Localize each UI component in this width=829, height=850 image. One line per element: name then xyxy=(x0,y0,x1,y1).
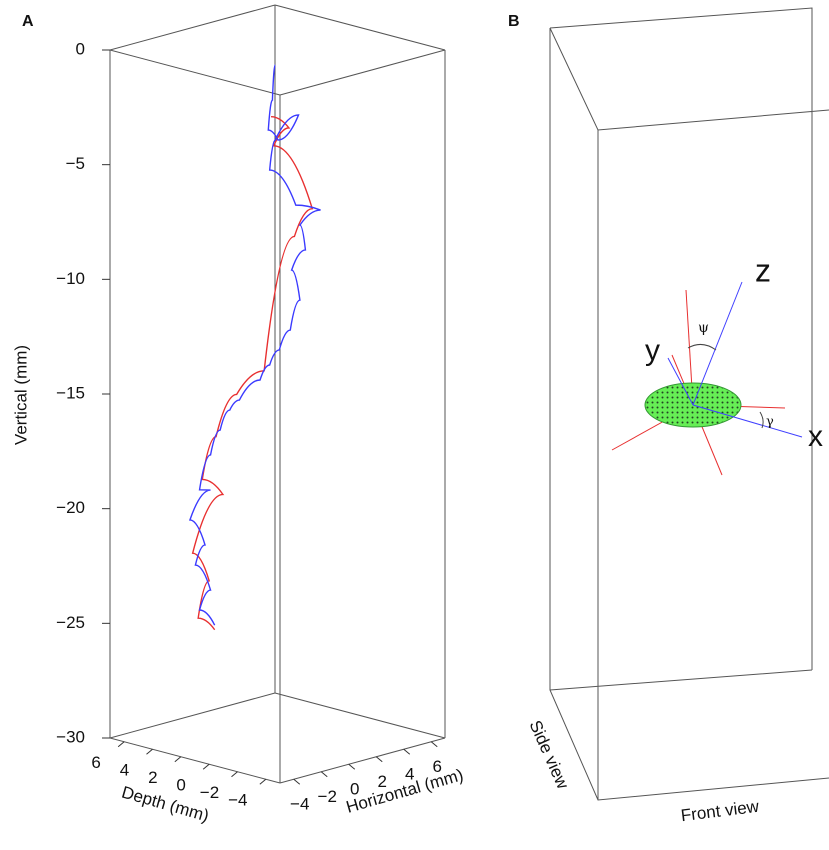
x-tick xyxy=(375,756,383,763)
psi-label: ψ xyxy=(698,320,709,336)
box-edge xyxy=(109,4,276,51)
panel-label: A xyxy=(22,13,34,30)
axis-line xyxy=(692,281,743,406)
z-tick-label: −30 xyxy=(56,727,85,746)
y-tick xyxy=(174,756,182,763)
z-tick-label: −15 xyxy=(56,383,85,402)
panel-b: B z y x ψ γ Side view Front view xyxy=(508,7,829,826)
x-tick-label: 0 xyxy=(350,780,359,799)
y-tick xyxy=(117,741,125,748)
box-edges xyxy=(549,7,829,801)
x-tick xyxy=(430,741,438,748)
box-edge xyxy=(274,692,446,739)
panel-a: 0−5−10−15−20−25−306 4 2 0 −2 −4 −4 −2 0 2 4 6 xyxy=(56,4,446,814)
x-tick xyxy=(293,778,301,785)
x-tick-label: 6 xyxy=(433,757,442,776)
y-label: y xyxy=(645,334,660,367)
box-edge xyxy=(109,49,281,96)
y-tick xyxy=(259,778,267,785)
z-tick-label: 0 xyxy=(76,39,85,58)
box-edge xyxy=(109,737,281,784)
y-tick xyxy=(231,771,238,778)
y-tick-label: −4 xyxy=(228,791,247,810)
y-tick-label: −2 xyxy=(200,783,219,802)
y-axis-label: Depth (mm) xyxy=(120,783,211,826)
x-tick xyxy=(348,763,356,770)
gamma-label: γ xyxy=(766,415,774,430)
front-view-label: Front view xyxy=(680,797,761,826)
y-tick-label: 2 xyxy=(148,768,157,787)
x-tick xyxy=(320,771,328,778)
y-tick xyxy=(202,763,210,770)
y-tick xyxy=(146,748,153,755)
box-edge xyxy=(279,737,446,784)
x-tick-label: −2 xyxy=(318,787,337,806)
z-label: z xyxy=(755,252,771,288)
y-tick-label: 6 xyxy=(91,753,100,772)
side-view-label: Side view xyxy=(525,717,572,792)
z-tick-label: −20 xyxy=(56,498,85,517)
z-axis-label: Vertical (mm) xyxy=(11,345,30,445)
y-tick-label: 4 xyxy=(120,761,129,780)
x-label: x xyxy=(808,420,823,453)
x-tick-label: 4 xyxy=(405,765,414,784)
trajectory xyxy=(191,116,314,631)
y-tick-label: 0 xyxy=(176,776,185,795)
box-edge xyxy=(109,692,276,739)
x-tick-label: 2 xyxy=(378,772,387,791)
axis-line xyxy=(692,404,803,438)
trajectory xyxy=(188,64,321,626)
panel-label: B xyxy=(508,13,520,30)
box-edge xyxy=(279,49,446,96)
x-tick-label: −4 xyxy=(290,795,309,814)
z-tick-label: −5 xyxy=(66,154,85,173)
x-tick xyxy=(403,748,411,755)
z-tick-label: −25 xyxy=(56,613,85,632)
angle-arc xyxy=(759,411,764,429)
box-edge xyxy=(274,4,446,51)
angle-arc xyxy=(687,344,717,351)
z-tick-label: −10 xyxy=(56,269,85,288)
axis-line xyxy=(667,357,694,406)
